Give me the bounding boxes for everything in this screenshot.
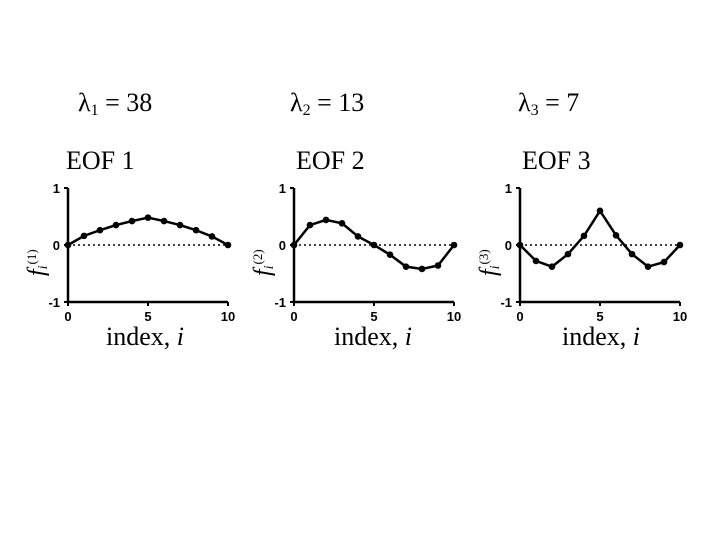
y-tick-label: 0 [53,238,60,253]
eof-title-3: EOF 3 [522,146,591,175]
data-point [532,257,540,265]
data-point [644,263,652,270]
y-tick-label: -1 [274,295,286,310]
y-tick-label: 1 [53,181,60,196]
x-tick-label: 5 [596,309,603,324]
x-tick-label: 5 [144,309,151,324]
data-point [596,207,604,215]
x-axis-label-3: index, i [562,322,640,351]
eof-series-line [67,216,229,247]
eigenvalue-label-1: λ1 = 38 [78,88,153,119]
data-point [306,221,314,229]
eof-title-1: EOF 1 [66,146,135,175]
data-point [580,232,588,240]
x-axis-label-2: index, i [334,322,412,351]
x-tick-label: 0 [64,309,71,324]
x-tick-label: 10 [673,309,687,324]
data-point [96,226,104,234]
x-axis-label-1: index, i [106,322,184,351]
y-tick-label: 0 [505,238,512,253]
data-point [176,221,184,229]
data-point [612,232,620,239]
eigenvalue-label-2: λ2 = 13 [290,88,365,119]
x-tick-label: 5 [370,309,377,324]
data-point [338,220,346,227]
y-tick-label: -1 [48,295,60,310]
data-point [224,241,232,249]
data-point [144,214,152,221]
y-tick-label: 1 [505,181,512,196]
data-point [370,241,378,249]
y-tick-label: 0 [279,238,286,253]
data-point [516,241,524,249]
x-tick-label: 0 [516,309,523,324]
data-point [402,263,410,270]
eof-series-line [519,208,681,269]
y-tick-label: 1 [279,181,286,196]
data-point [386,251,394,258]
x-tick-label: 10 [447,309,461,324]
data-point [112,221,120,229]
data-point [208,233,216,240]
data-point [660,258,668,266]
data-point [450,241,458,249]
data-point [676,241,684,249]
data-point [354,233,362,240]
data-point [564,250,572,258]
data-point [192,226,200,234]
data-point [290,241,298,249]
data-point [128,217,136,225]
data-point [548,263,556,270]
eigenvalue-label-3: λ3 = 7 [518,88,580,119]
x-tick-label: 0 [290,309,297,324]
data-point [628,250,636,258]
data-point [322,216,330,224]
data-point [160,217,168,225]
data-point [80,232,88,240]
data-point [434,262,442,269]
eof-title-2: EOF 2 [296,146,365,175]
y-tick-label: -1 [500,295,512,310]
x-tick-label: 10 [221,309,235,324]
data-point [418,265,426,273]
data-point [64,241,72,249]
